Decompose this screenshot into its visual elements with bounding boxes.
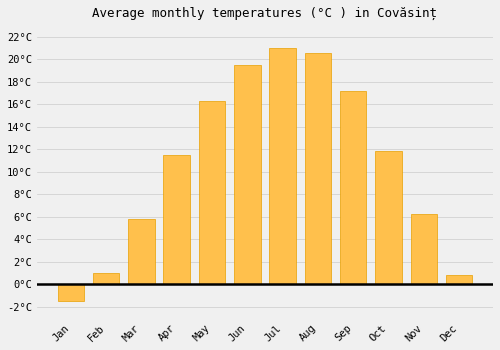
Bar xyxy=(446,275,472,284)
Bar xyxy=(93,273,120,284)
Bar xyxy=(234,65,260,284)
Bar xyxy=(198,101,225,284)
Bar xyxy=(375,151,402,284)
Bar xyxy=(58,284,84,301)
Title: Average monthly temperatures (°C ) in Covăsinț: Average monthly temperatures (°C ) in Co… xyxy=(92,7,438,20)
Bar xyxy=(304,54,331,284)
Bar xyxy=(340,91,366,284)
Bar xyxy=(164,155,190,284)
Bar xyxy=(410,214,437,284)
Bar xyxy=(128,219,154,284)
Bar xyxy=(270,48,296,284)
